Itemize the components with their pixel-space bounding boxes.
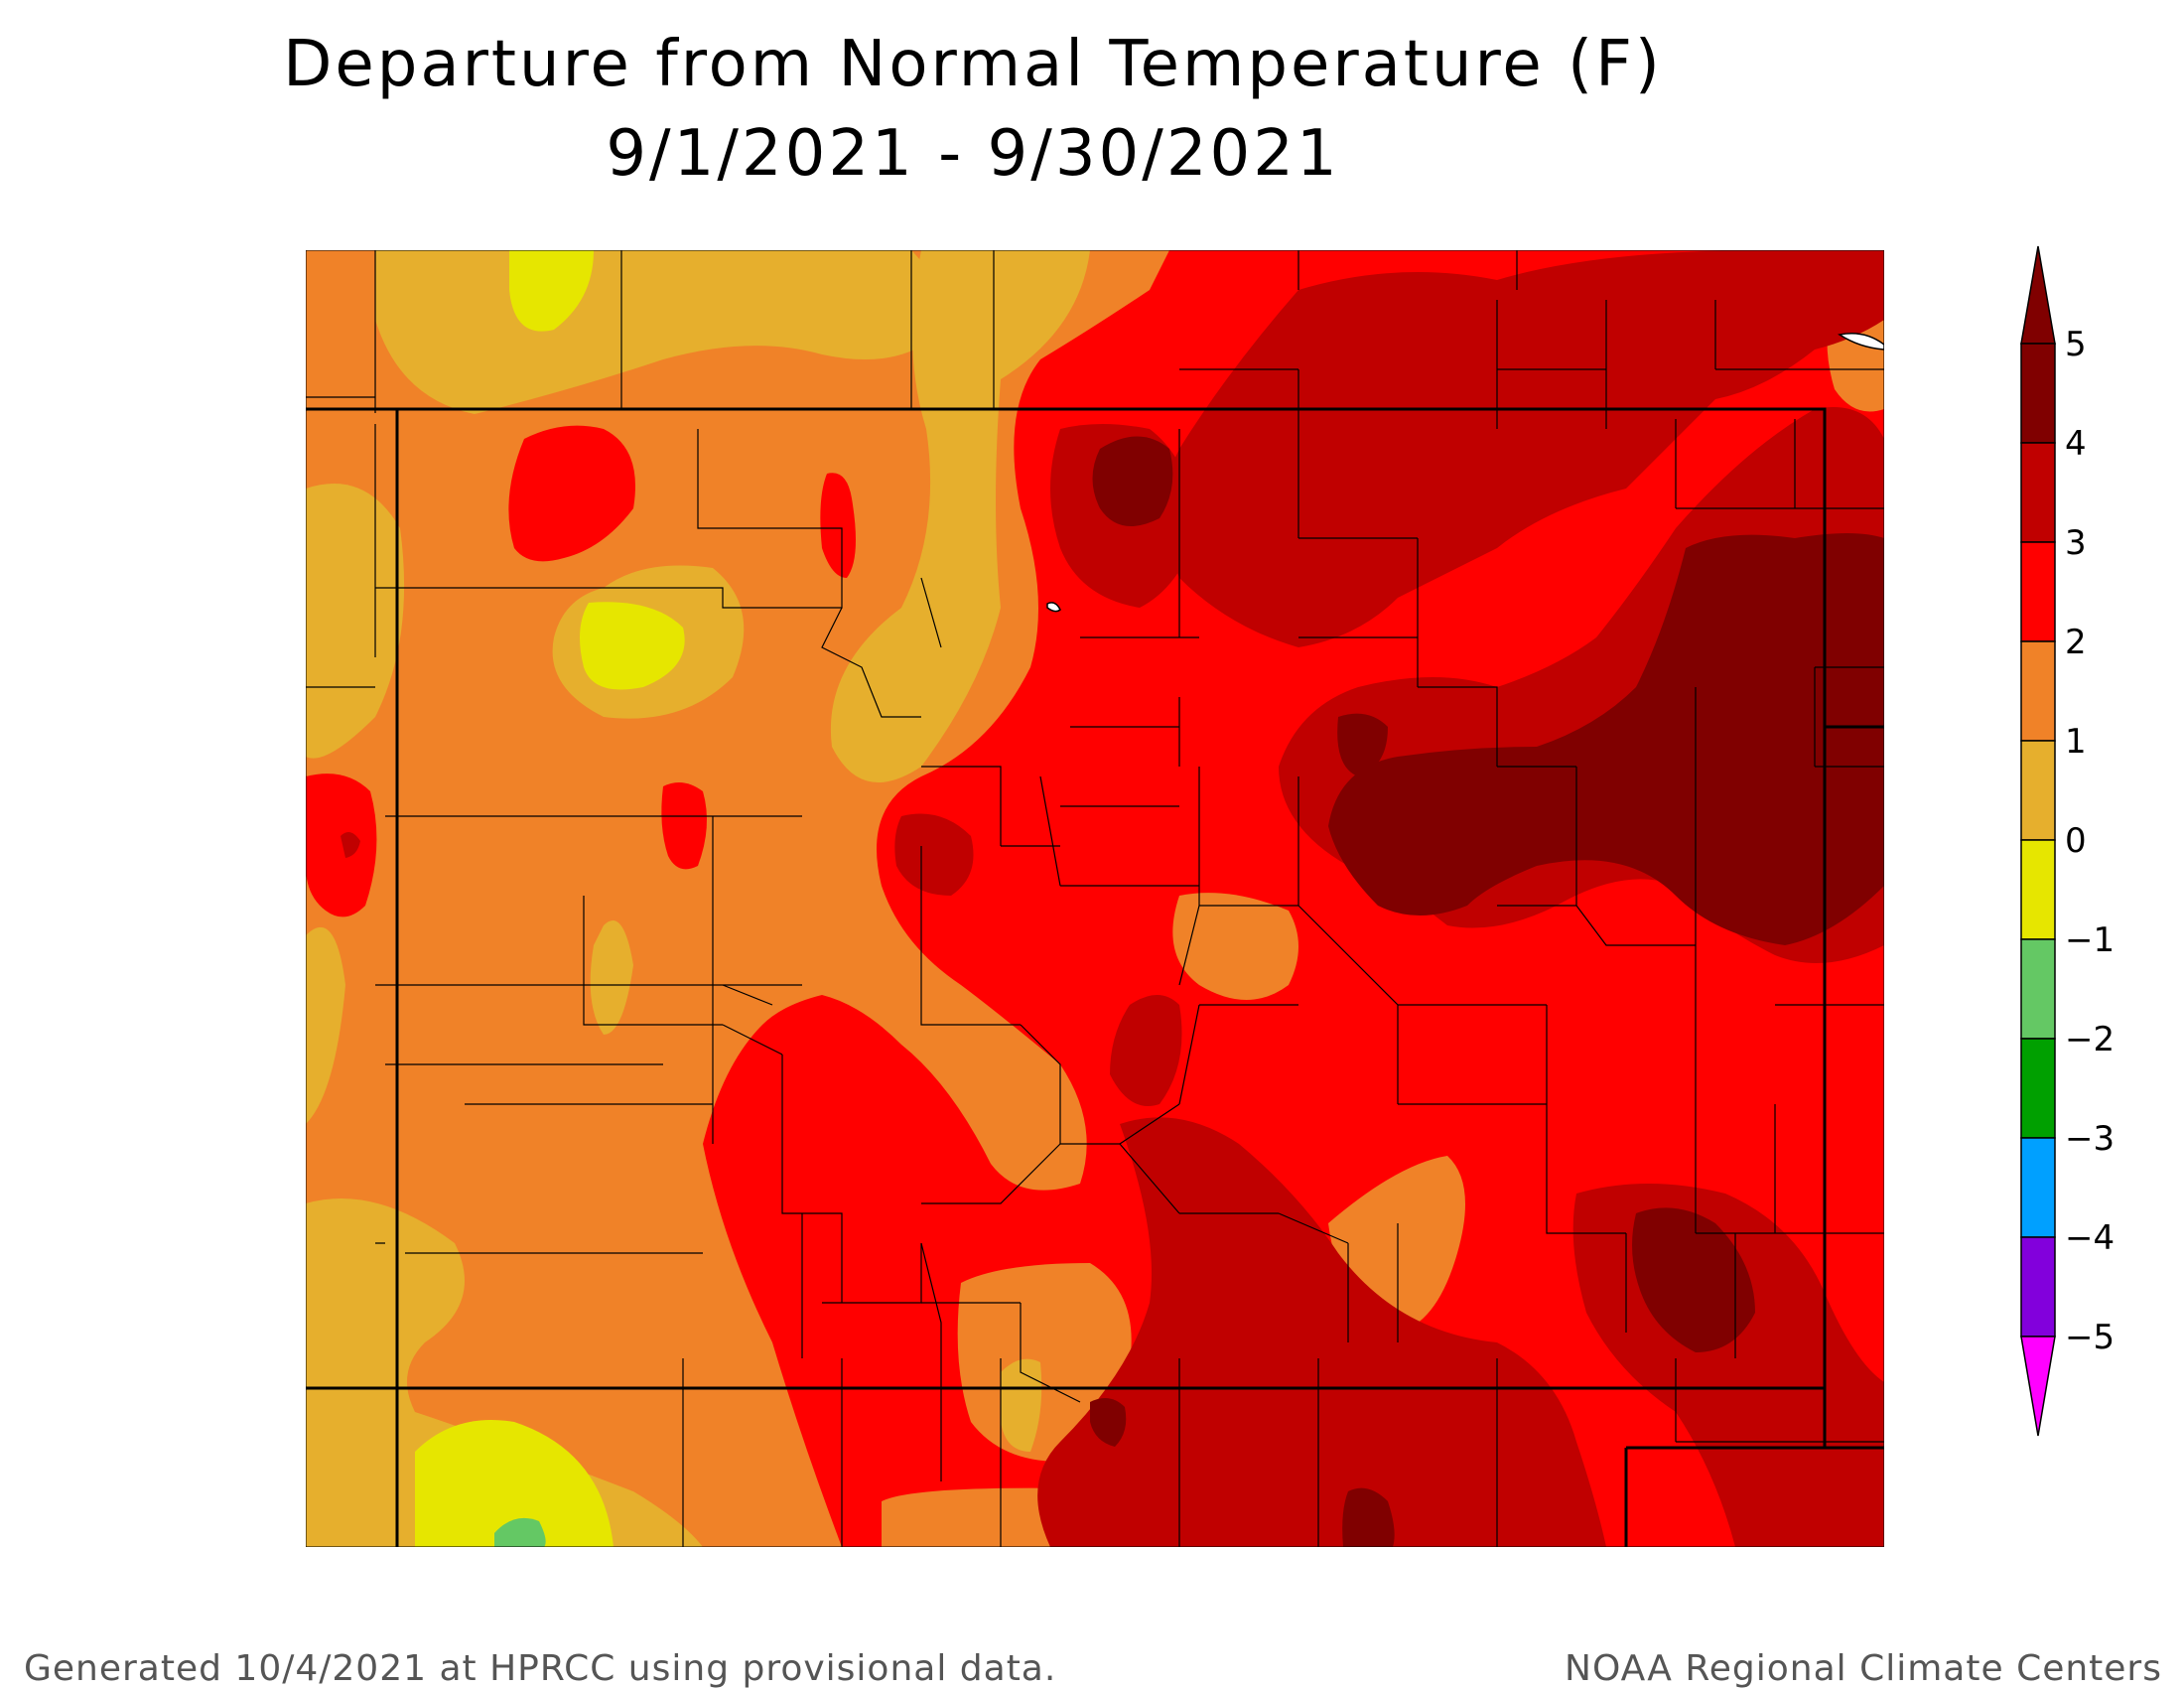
legend-tick-label: −1: [2065, 920, 2115, 960]
contour-3to4-nw-2: [820, 473, 856, 578]
legend-bin: [2020, 442, 2056, 543]
legend-bin: [2020, 1137, 2056, 1238]
legend-bin: [2020, 740, 2056, 841]
legend-bin: [2020, 938, 2056, 1040]
contour-3to4-central-west: [661, 782, 707, 870]
contour-3to4-nw-1: [508, 425, 635, 562]
contour-gt5-south-2: [1342, 1487, 1395, 1547]
contour-0to1-sw: [415, 1420, 614, 1547]
legend-tick-label: 5: [2065, 325, 2087, 364]
contour-4to5-center-south: [1110, 995, 1182, 1106]
contour-gt5-center: [1337, 713, 1388, 776]
lake-central: [1046, 602, 1061, 613]
legend-bin: [2020, 541, 2056, 642]
legend-bin: [2020, 1038, 2056, 1139]
color-legend: 5 4 3 2 1 0 −1 −2 −3 −4 −5: [2020, 245, 2115, 1437]
contour-3to4-west: [306, 774, 377, 917]
contour-4to5-central: [894, 813, 974, 896]
contour-neg1to0-sw: [494, 1517, 546, 1547]
legend-max-arrow: [2020, 245, 2056, 345]
contour-1to2-west-lower: [306, 926, 345, 1124]
legend-tick-label: −3: [2065, 1119, 2115, 1159]
legend-tick-label: 1: [2065, 722, 2087, 762]
legend-bins: [2020, 245, 2056, 1437]
legend-min-arrow: [2020, 1336, 2056, 1437]
legend-labels: 5 4 3 2 1 0 −1 −2 −3 −4 −5: [2065, 325, 2115, 1357]
legend-tick-label: 4: [2065, 424, 2087, 464]
contour-gt5-northwest: [1092, 436, 1173, 526]
legend-tick-label: −4: [2065, 1218, 2115, 1258]
contour-2to3-east-central: [1172, 893, 1298, 1000]
footer-generated-note: Generated 10/4/2021 at HPRCC using provi…: [24, 1648, 1057, 1689]
contour-1to2-south: [1001, 1358, 1042, 1452]
county-boundaries: [306, 250, 1884, 1547]
legend-tick-label: 3: [2065, 523, 2087, 563]
map-title: Departure from Normal Temperature (F): [283, 28, 1663, 101]
footer-credit: NOAA Regional Climate Centers: [1565, 1648, 2162, 1689]
legend-bin: [2020, 1236, 2056, 1337]
legend-tick-label: 0: [2065, 821, 2087, 861]
contour-4to5-north: [1164, 250, 1884, 647]
contour-0to1-central: [580, 602, 685, 690]
legend-tick-label: −2: [2065, 1020, 2115, 1059]
contour-1to2-lower-mid: [590, 920, 633, 1035]
contour-4to5-west: [341, 832, 360, 858]
legend-bin: [2020, 343, 2056, 444]
legend-bin: [2020, 839, 2056, 940]
contour-1to2-west: [306, 484, 405, 759]
lake-north: [1838, 333, 1884, 351]
legend-tick-label: 2: [2065, 623, 2087, 662]
contour-0to1-north: [509, 250, 594, 332]
map-date-range: 9/1/2021 - 9/30/2021: [606, 117, 1340, 191]
legend-bin: [2020, 640, 2056, 742]
state-boundaries: [306, 407, 1884, 1547]
contour-gt5-south-1: [1090, 1398, 1127, 1447]
contour-1to2-sw: [306, 1198, 703, 1547]
temperature-departure-map: [306, 250, 1884, 1547]
contour-gt5-east: [1328, 533, 1884, 945]
legend-tick-label: −5: [2065, 1318, 2115, 1357]
contour-1to2-central: [830, 250, 1090, 782]
contour-gt5-se: [1632, 1207, 1755, 1352]
